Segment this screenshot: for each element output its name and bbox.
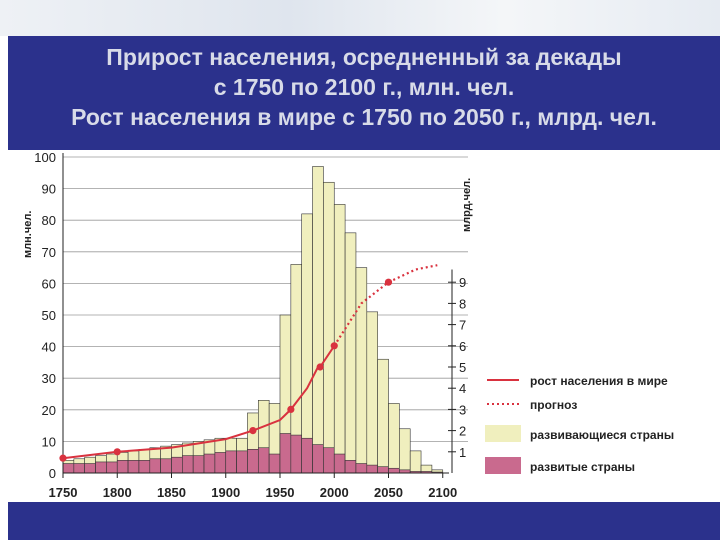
legend-label: рост населения в мире <box>530 374 668 388</box>
y-left-tick-label: 40 <box>42 340 56 355</box>
y-left-tick-label: 80 <box>42 213 56 228</box>
y-left-tick-label: 50 <box>42 308 56 323</box>
bar-developed <box>95 461 107 474</box>
bar-developed <box>127 460 140 474</box>
bar-developed <box>355 463 368 474</box>
y-left-tick-label: 100 <box>34 150 56 165</box>
population-marker <box>316 363 324 371</box>
bar-developed <box>257 447 270 474</box>
slide-title: Прирост населения, осредненный за декады… <box>8 42 720 132</box>
bar-developed <box>377 466 389 474</box>
title-line-3: Рост населения в мире с 1750 по 2050 г.,… <box>71 104 657 130</box>
y-right-tick-label: 6 <box>459 339 466 354</box>
bar-developed <box>333 453 346 474</box>
bar-developed <box>182 455 194 474</box>
bar-developed <box>192 455 205 474</box>
y-right-tick-label: 8 <box>459 296 466 311</box>
bar-developing <box>366 311 378 474</box>
x-tick-label: 2050 <box>374 485 403 500</box>
bar-developed <box>84 463 96 474</box>
population-marker <box>249 427 257 435</box>
legend-label: развивающиеся страны <box>530 428 674 442</box>
bar-developed <box>301 437 313 474</box>
legend: рост населения в мире прогноз развивающиес… <box>485 374 674 474</box>
top-strip <box>0 0 720 36</box>
y-right-axis-label: млрд.чел. <box>461 178 473 232</box>
bar-developed <box>247 448 259 474</box>
bar-developing <box>323 181 335 474</box>
y-left-tick-label: 70 <box>42 245 56 260</box>
bar-developing <box>377 358 389 474</box>
bar-developed <box>138 460 151 474</box>
bar-developed <box>268 453 281 474</box>
y-left-tick-label: 0 <box>49 466 56 481</box>
y-right-tick-label: 9 <box>459 275 466 290</box>
title-line-2: с 1750 по 2100 г., млн. чел. <box>213 74 515 100</box>
bar-developed <box>62 463 75 474</box>
bar-developed <box>149 458 161 474</box>
bar-developed <box>116 460 129 474</box>
bar-developing <box>333 204 346 474</box>
y-right-tick-label: 2 <box>459 424 466 439</box>
x-tick-label: 1950 <box>266 485 295 500</box>
bar-developed <box>388 467 400 474</box>
y-right-tick-label: 3 <box>459 402 466 417</box>
population-lines <box>59 264 438 462</box>
y-right-tick-label: 4 <box>459 381 466 396</box>
y-right-tick-label: 7 <box>459 318 466 333</box>
population-marker <box>59 454 67 462</box>
bar-developed <box>344 460 357 474</box>
bar-developing <box>355 267 368 474</box>
bar-developed <box>160 458 172 474</box>
grid-lines <box>63 156 468 442</box>
y-left-axis-label: млн.чел. <box>22 211 34 258</box>
population-marker <box>113 448 121 456</box>
bar-developed <box>225 450 237 474</box>
bar-developed <box>323 447 335 474</box>
x-tick-label: 2000 <box>320 485 349 500</box>
bar-developed <box>366 464 378 474</box>
bar-developed <box>203 453 216 474</box>
legend-label: развитые страны <box>530 460 635 474</box>
y-left-tick-label: 20 <box>42 403 56 418</box>
bar-developed <box>236 450 248 474</box>
y-left-tick-label: 60 <box>42 276 56 291</box>
legend-label: прогноз <box>530 398 577 412</box>
bar-developed <box>279 433 292 474</box>
x-tick-label: 1750 <box>49 485 78 500</box>
bar-developing <box>301 213 313 474</box>
x-tick-label: 1850 <box>157 485 186 500</box>
bar-developed <box>106 461 118 474</box>
bar-developed <box>73 463 85 474</box>
population-marker <box>330 342 338 350</box>
bar-developing <box>344 232 357 474</box>
legend-swatch-developing <box>485 425 521 442</box>
y-left-tick-label: 90 <box>42 182 56 197</box>
bar-developed <box>214 452 227 474</box>
bar-developed <box>312 444 324 474</box>
y-right-tick-label: 1 <box>459 445 466 460</box>
bar-developed <box>290 434 303 474</box>
bar-developing <box>409 450 422 474</box>
legend-swatch-developed <box>485 457 521 474</box>
y-right-tick-label: 5 <box>459 360 466 375</box>
x-tick-label: 2100 <box>428 485 457 500</box>
x-tick-label: 1900 <box>211 485 240 500</box>
x-tick-label: 1800 <box>103 485 132 500</box>
bar-developed <box>171 456 183 474</box>
y-left-tick-label: 30 <box>42 371 56 386</box>
bar-developing <box>312 166 324 474</box>
population-marker <box>384 278 393 286</box>
bar-developing <box>388 403 400 474</box>
population-marker <box>287 405 295 413</box>
bar-developing <box>399 428 411 474</box>
y-left-tick-label: 10 <box>42 434 56 449</box>
title-line-1: Прирост населения, осредненный за декады <box>106 44 622 70</box>
